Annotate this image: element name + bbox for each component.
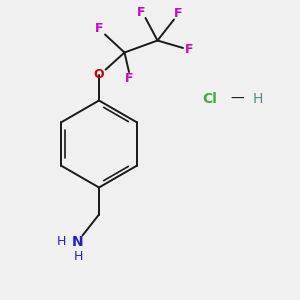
Text: H: H [57, 235, 66, 248]
Text: —: — [230, 92, 244, 106]
Text: Cl: Cl [202, 92, 217, 106]
Text: F: F [174, 7, 183, 20]
Text: H: H [73, 250, 83, 263]
Text: F: F [125, 71, 133, 85]
Text: F: F [185, 43, 193, 56]
Text: F: F [95, 22, 103, 35]
Text: O: O [94, 68, 104, 82]
Text: H: H [253, 92, 263, 106]
Text: F: F [137, 5, 145, 19]
Text: N: N [72, 235, 84, 248]
